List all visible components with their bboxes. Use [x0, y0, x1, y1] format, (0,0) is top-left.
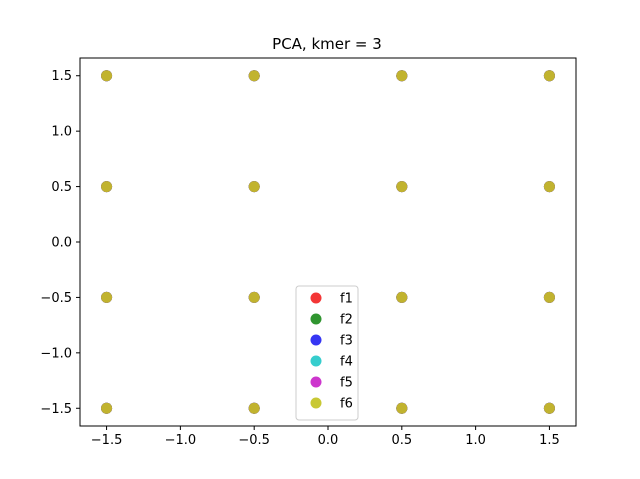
y-tick-label: 1.5 — [51, 69, 72, 84]
y-tick-label: −0.5 — [40, 291, 72, 306]
point-f6-2 — [396, 70, 408, 82]
y-tick-label: 1.0 — [51, 125, 72, 140]
point-f6-14 — [396, 402, 408, 414]
legend-label-f6: f6 — [340, 397, 353, 412]
point-f6-12 — [101, 402, 113, 414]
point-f6-11 — [543, 291, 555, 303]
point-f6-7 — [543, 181, 555, 193]
legend-marker-f4 — [310, 355, 322, 367]
x-tick-label: 1.0 — [465, 433, 486, 448]
x-tick-label: 1.5 — [539, 433, 560, 448]
point-f6-0 — [101, 70, 113, 82]
legend-label-f3: f3 — [340, 334, 353, 349]
legend-marker-f5 — [310, 376, 322, 388]
legend-marker-f3 — [310, 334, 322, 346]
legend-label-f5: f5 — [340, 376, 353, 391]
point-f6-8 — [101, 291, 113, 303]
x-tick-label: 0.5 — [391, 433, 412, 448]
x-axis: −1.5 −1.0 −0.5 0.0 0.5 1.0 1.5 — [91, 426, 560, 448]
chart-title: PCA, kmer = 3 — [272, 35, 382, 53]
legend-label-f2: f2 — [340, 313, 353, 328]
x-tick-label: −1.0 — [165, 433, 197, 448]
legend-marker-f1 — [310, 292, 322, 304]
point-f6-15 — [543, 402, 555, 414]
point-f6-9 — [248, 291, 260, 303]
point-f6-4 — [101, 181, 113, 193]
legend-marker-f2 — [310, 313, 322, 325]
point-f6-13 — [248, 402, 260, 414]
point-f6-6 — [396, 181, 408, 193]
legend-label-f4: f4 — [340, 355, 353, 370]
x-tick-label: −1.5 — [91, 433, 123, 448]
point-f6-1 — [248, 70, 260, 82]
x-tick-label: −0.5 — [238, 433, 270, 448]
legend-label-f1: f1 — [340, 292, 353, 307]
scatter-points — [101, 70, 555, 414]
legend: f1 f2 f3 f4 f5 f6 — [295, 285, 359, 421]
point-f6-3 — [543, 70, 555, 82]
y-tick-label: 0.5 — [51, 180, 72, 195]
y-tick-label: −1.5 — [40, 402, 72, 417]
point-f6-10 — [396, 291, 408, 303]
y-tick-label: −1.0 — [40, 346, 72, 361]
legend-marker-f6 — [310, 397, 322, 409]
x-tick-label: 0.0 — [318, 433, 339, 448]
y-tick-label: 0.0 — [51, 236, 72, 251]
y-axis: −1.5 −1.0 −0.5 0.0 0.5 1.0 1.5 — [40, 69, 80, 417]
point-f6-5 — [248, 181, 260, 193]
